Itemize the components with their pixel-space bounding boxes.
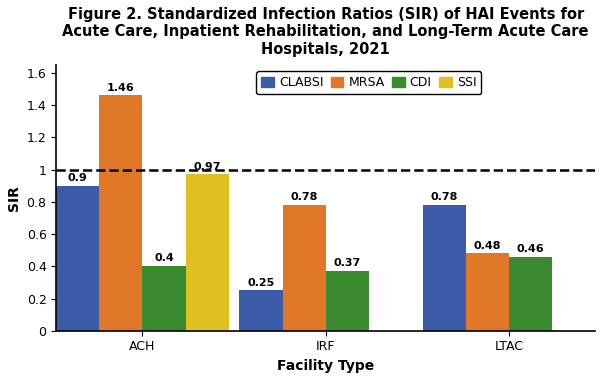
Text: 0.78: 0.78 [430, 192, 458, 202]
Text: 0.97: 0.97 [193, 162, 221, 171]
Text: 1.46: 1.46 [107, 82, 135, 93]
Text: 0.78: 0.78 [290, 192, 318, 202]
Legend: CLABSI, MRSA, CDI, SSI: CLABSI, MRSA, CDI, SSI [256, 71, 482, 94]
Text: 0.46: 0.46 [517, 244, 544, 254]
Text: 0.9: 0.9 [68, 173, 88, 183]
Bar [423, 205, 466, 331]
Bar [99, 95, 143, 331]
Bar [326, 271, 369, 331]
Bar [509, 256, 552, 331]
Bar [466, 253, 509, 331]
Bar [143, 266, 185, 331]
Title: Figure 2. Standardized Infection Ratios (SIR) of HAI Events for
Acute Care, Inpa: Figure 2. Standardized Infection Ratios … [63, 7, 589, 57]
Y-axis label: SIR: SIR [7, 185, 21, 211]
Text: 0.25: 0.25 [247, 277, 275, 288]
Text: 0.4: 0.4 [154, 253, 174, 263]
Bar [185, 174, 229, 331]
X-axis label: Facility Type: Facility Type [277, 359, 374, 373]
Text: 0.37: 0.37 [334, 258, 361, 268]
Bar [56, 186, 99, 331]
Text: 0.48: 0.48 [474, 241, 501, 250]
Bar [240, 290, 282, 331]
Bar [282, 205, 326, 331]
